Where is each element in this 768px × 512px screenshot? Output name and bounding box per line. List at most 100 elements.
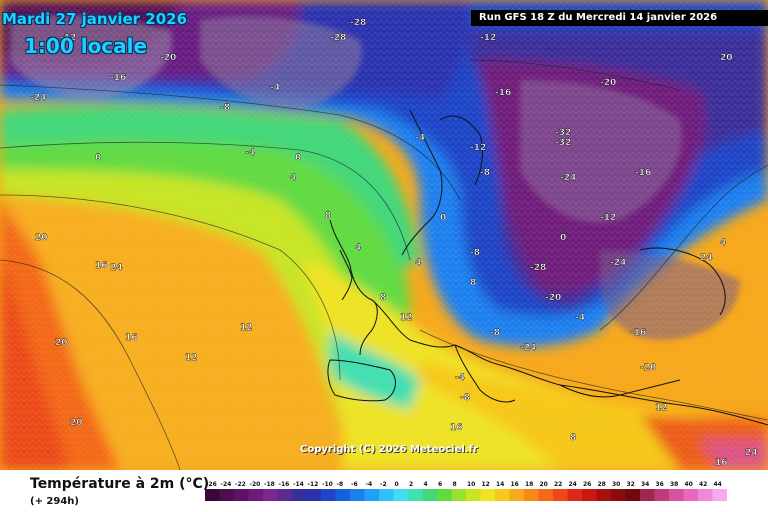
coastlines — [327, 109, 768, 426]
scale-swatch — [205, 489, 220, 501]
scale-tick-label: 32 — [627, 481, 635, 488]
isotherm-value: 8 — [570, 433, 576, 443]
scale-swatch — [625, 489, 640, 501]
scale-tick-label: 8 — [453, 481, 457, 488]
scale-swatch — [683, 489, 698, 501]
isotherm-value: -24 — [610, 258, 626, 268]
scale-swatch — [538, 489, 553, 501]
isotherm-value: -24 — [560, 173, 576, 183]
scale-swatch — [292, 489, 307, 501]
scale-tick-label: 10 — [467, 481, 475, 488]
isotherm-value: 24 — [700, 253, 713, 263]
isotherm-value: -16 — [630, 328, 646, 338]
scale-swatch — [248, 489, 263, 501]
legend-title: Température à 2m (°C) — [30, 476, 210, 492]
model-run-banner: Run GFS 18 Z du Mercredi 14 janvier 2026 — [471, 10, 768, 26]
scale-swatch — [480, 489, 495, 501]
isotherm-value: -20 — [545, 293, 561, 303]
scale-swatch — [524, 489, 539, 501]
scale-tick-label: -14 — [293, 481, 304, 488]
isotherm-value: 12 — [655, 403, 668, 413]
scale-tick-label: 24 — [569, 481, 577, 488]
isotherm-value: 16 — [450, 423, 463, 433]
scale-swatch — [553, 489, 568, 501]
scale-swatch — [466, 489, 481, 501]
copyright-notice: Copyright (C) 2026 Meteociel.fr — [300, 444, 478, 455]
isotherm-value: 0 — [560, 233, 566, 243]
legend-subtitle: (+ 294h) — [30, 496, 79, 507]
isotherm-value: -20 — [640, 363, 656, 373]
scale-tick-label: -4 — [366, 481, 373, 488]
scale-tick-label: -10 — [322, 481, 333, 488]
legend-footer: Température à 2m (°C) (+ 294h) -26 -24 -22… — [0, 470, 768, 512]
isotherm-value: -8 — [460, 393, 470, 403]
isotherm-value: -28 — [330, 33, 346, 43]
scale-swatch — [611, 489, 626, 501]
scale-swatch — [437, 489, 452, 501]
scale-swatch — [393, 489, 408, 501]
isotherm-value: -12 — [600, 213, 616, 223]
isotherm-value: -32 — [555, 128, 571, 138]
isotherm-value: -4 — [270, 83, 280, 93]
scale-swatch — [335, 489, 350, 501]
isotherm-value: 20 — [35, 233, 48, 243]
isotherm-value: 16 — [95, 261, 108, 271]
isotherm-value: 24 — [110, 263, 123, 273]
scale-swatch — [234, 489, 249, 501]
isotherm-value: 4 — [415, 258, 421, 268]
scale-tick-label: 22 — [554, 481, 562, 488]
scale-swatch — [350, 489, 365, 501]
isotherm-value: -8 — [470, 248, 480, 258]
scale-swatch — [698, 489, 713, 501]
scale-tick-label: 42 — [699, 481, 707, 488]
scale-swatch — [509, 489, 524, 501]
scale-tick-label: 0 — [395, 481, 399, 488]
isotherm-value-labels: -24 -20 -16 -12 -8 -4 0 4 8 12 16 20 24 -28 -32 -24 -20 -… — [30, 18, 758, 468]
scale-tick-label: 20 — [540, 481, 548, 488]
scale-tick-label: 12 — [482, 481, 490, 488]
isotherm-value: -20 — [160, 53, 176, 63]
scale-tick-label: -8 — [337, 481, 344, 488]
isotherm-value: 16 — [125, 333, 138, 343]
isotherm-value: -32 — [555, 138, 571, 148]
scale-swatch — [654, 489, 669, 501]
isotherm-value: 4 — [290, 173, 296, 183]
scale-swatch — [277, 489, 292, 501]
scale-tick-label: -6 — [351, 481, 358, 488]
isotherm-value: -12 — [60, 33, 76, 43]
scale-swatch — [379, 489, 394, 501]
isotherm-value: -8 — [490, 328, 500, 338]
scale-tick-label: 14 — [496, 481, 504, 488]
scale-tick-label: 26 — [583, 481, 591, 488]
scale-swatch — [408, 489, 423, 501]
scale-swatch — [422, 489, 437, 501]
isotherm-value: 4 — [720, 238, 726, 248]
scale-tick-label: 28 — [598, 481, 606, 488]
scale-swatch — [567, 489, 582, 501]
scale-tick-label: 34 — [641, 481, 649, 488]
scale-tick-label: 2 — [409, 481, 413, 488]
scale-tick-label: -2 — [380, 481, 387, 488]
isotherm-value: -24 — [30, 93, 46, 103]
isotherm-value: -4 — [575, 313, 585, 323]
scale-swatch — [582, 489, 597, 501]
isotherm-value: 12 — [400, 313, 413, 323]
isotherm-value: -8 — [220, 103, 230, 113]
isotherm-value: 0 — [95, 153, 101, 163]
scale-swatch — [596, 489, 611, 501]
isotherm-value: -20 — [600, 78, 616, 88]
scale-tick-label: -20 — [250, 481, 261, 488]
isotherm-value: -24 — [520, 343, 536, 353]
isotherm-value: -4 — [415, 133, 425, 143]
isotherm-value: 12 — [240, 323, 253, 333]
isotherm-value: -16 — [495, 88, 511, 98]
scale-tick-label: 30 — [612, 481, 620, 488]
isotherm-value: 12 — [185, 353, 198, 363]
scale-tick-label: 40 — [685, 481, 693, 488]
scale-swatch — [669, 489, 684, 501]
scale-tick-label: -16 — [279, 481, 290, 488]
isotherm-value: 8 — [470, 278, 476, 288]
scale-tick-label: 4 — [424, 481, 428, 488]
isotherm-value: -28 — [530, 263, 546, 273]
